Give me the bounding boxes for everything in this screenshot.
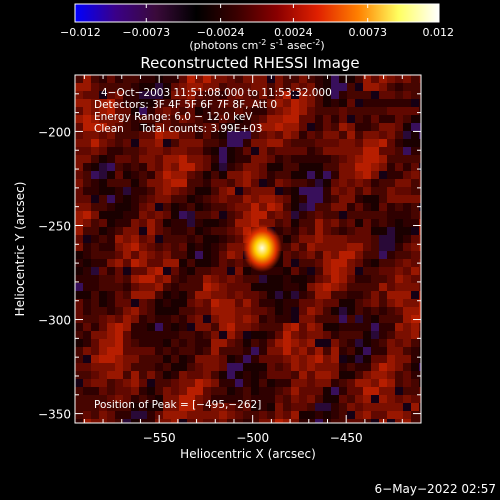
colorbar-tick-label: −0.0073 xyxy=(122,26,170,39)
heatmap-cells xyxy=(75,75,421,423)
colorbar-tick-label: 0.0073 xyxy=(348,26,387,39)
x-tick-label: −450 xyxy=(330,431,363,445)
annotation-detectors: Detectors: 3F 4F 5F 6F 7F 8F, Att 0 xyxy=(94,99,277,111)
x-tick-label: −500 xyxy=(236,431,269,445)
chart-title: Reconstructed RHESSI Image xyxy=(140,54,359,72)
colorbar xyxy=(74,3,440,23)
y-tick-label: −350 xyxy=(38,408,71,422)
colorbar-ticks: −0.012 −0.0073 −0.0024 0.0024 0.0073 0.012 xyxy=(60,4,454,39)
y-tick-label: −250 xyxy=(38,219,71,233)
peak-source xyxy=(242,224,283,273)
y-axis-label: Heliocentric Y (arcsec) xyxy=(13,182,27,317)
x-axis-label: Heliocentric X (arcsec) xyxy=(180,447,316,461)
footer-timestamp: 6−May−2022 02:57 xyxy=(375,482,497,496)
colorbar-tick-label: −0.012 xyxy=(60,26,101,39)
colorbar-tick-label: 0.012 xyxy=(423,26,455,39)
peak-position-label: Position of Peak = [−495,−262] xyxy=(94,399,261,411)
annotation-energy: Energy Range: 6.0 − 12.0 keV xyxy=(94,111,253,123)
y-tick-label: −200 xyxy=(38,125,71,139)
colorbar-tick-label: −0.0024 xyxy=(197,26,245,39)
annotation-time: 4−Oct−2003 11:51:08.000 to 11:53:32.000 xyxy=(101,87,332,99)
x-tick-label: −550 xyxy=(143,431,176,445)
annotation-clean: Clean Total counts: 3.99E+03 xyxy=(94,123,263,135)
colorbar-unit: (photons cm-2 s-1 asec-2) xyxy=(189,38,324,52)
plot-frame xyxy=(74,74,422,424)
y-tick-label: −300 xyxy=(38,314,71,328)
colorbar-tick-label: 0.0024 xyxy=(274,26,313,39)
axis-ticks: −550 −500 −450 −200 −250 −300 −350 xyxy=(38,74,422,445)
